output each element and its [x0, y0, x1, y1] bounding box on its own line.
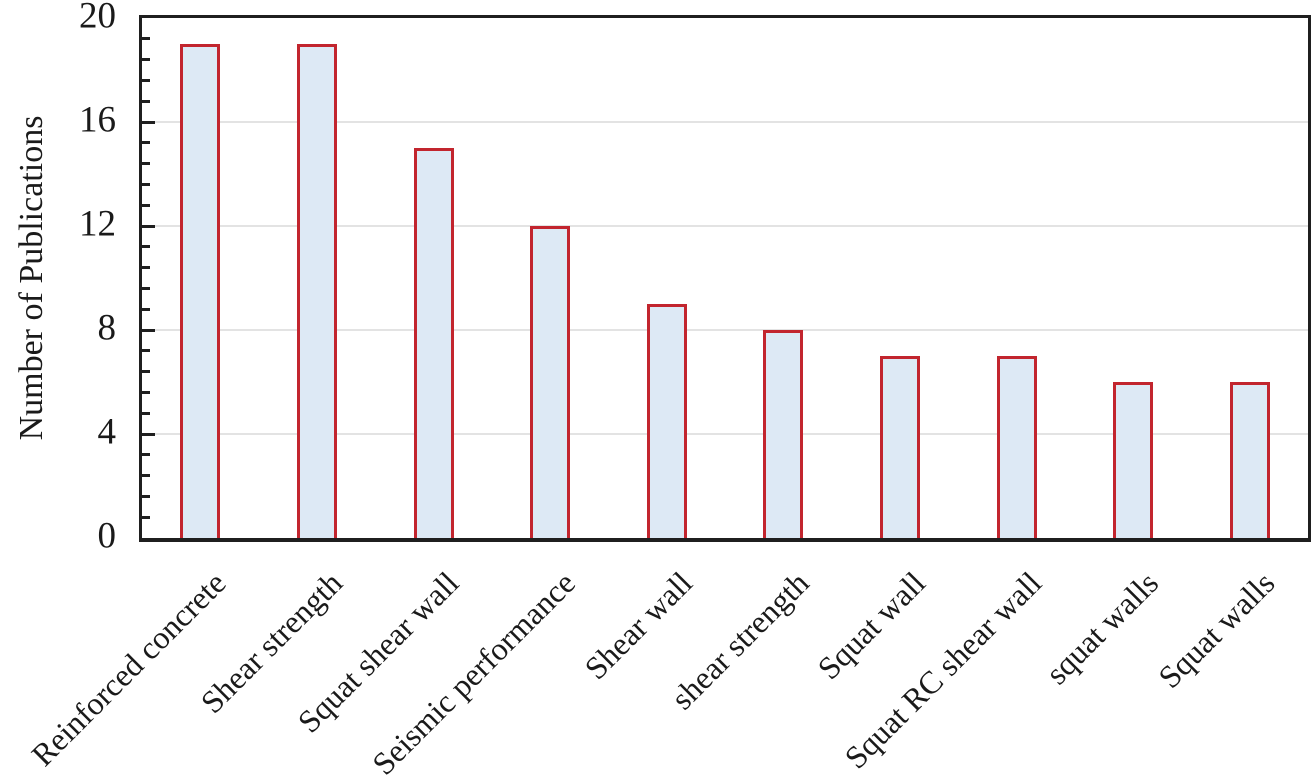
bar-squat-walls	[1229, 382, 1270, 538]
x-tick-label-squat-rc-shear-wall: Squat RC shear wall	[837, 564, 1049, 776]
minor-tick	[142, 203, 150, 207]
minor-tick	[142, 99, 150, 103]
minor-tick	[142, 286, 150, 290]
minor-tick	[142, 390, 150, 394]
bar-seismic-performance	[530, 226, 571, 538]
bar-shear-strength	[296, 44, 337, 538]
minor-tick	[142, 78, 150, 82]
bar-squat-shear-wall	[413, 148, 454, 538]
y-tick-label-20: 20	[79, 0, 116, 37]
minor-tick	[142, 411, 150, 415]
minor-tick	[142, 162, 150, 166]
gridline-y-4	[142, 433, 1308, 435]
bar-shear-wall	[646, 304, 687, 538]
minor-tick	[142, 182, 150, 186]
x-tick-label-shear-wall: Shear wall	[577, 564, 699, 687]
y-tick-label-8: 8	[97, 307, 117, 349]
minor-tick	[142, 474, 150, 478]
bar-shear-strength	[763, 330, 804, 538]
x-tick-label-squat-walls: Squat walls	[1151, 564, 1282, 696]
x-tick-label-reinforced-concrete: Reinforced concrete	[24, 564, 233, 773]
minor-tick	[142, 37, 150, 41]
minor-tick	[142, 141, 150, 145]
x-tick-label-seismic-performance: Seismic performance	[365, 564, 583, 782]
y-tick-label-4: 4	[97, 411, 117, 453]
plot-area	[139, 15, 1311, 542]
minor-tick	[142, 307, 150, 311]
major-tick	[142, 224, 155, 228]
minor-tick	[142, 58, 150, 62]
y-tick-label-12: 12	[79, 203, 116, 245]
y-tick-label-16: 16	[79, 99, 116, 141]
bar-squat-rc-shear-wall	[996, 356, 1037, 538]
gridline-y-16	[142, 121, 1308, 123]
minor-tick	[142, 245, 150, 249]
minor-tick	[142, 370, 150, 374]
bar-squat-walls	[1113, 382, 1154, 538]
gridline-y-8	[142, 329, 1308, 331]
y-tick-label-0: 0	[97, 515, 117, 557]
major-tick	[142, 120, 155, 124]
x-tick-label-squat-walls: squat walls	[1038, 564, 1166, 692]
major-tick	[142, 432, 155, 436]
minor-tick	[142, 494, 150, 498]
major-tick	[142, 328, 155, 332]
y-axis-title: Number of Publications	[13, 115, 50, 441]
minor-tick	[142, 453, 150, 457]
gridline-y-12	[142, 225, 1308, 227]
bar-squat-wall	[879, 356, 920, 538]
minor-tick	[142, 266, 150, 270]
minor-tick	[142, 515, 150, 519]
x-tick-label-squat-wall: Squat wall	[810, 564, 932, 687]
bar-reinforced-concrete	[180, 44, 221, 538]
minor-tick	[142, 349, 150, 353]
